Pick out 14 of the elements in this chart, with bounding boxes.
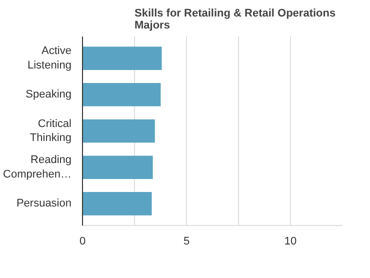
y-tick-label: Persuasion bbox=[16, 198, 72, 210]
y-tick-label: Speaking bbox=[26, 88, 72, 101]
chart-title: Skills for Retailing & Retail Operations Majors bbox=[134, 8, 336, 32]
x-tick-label: 0 bbox=[79, 236, 86, 248]
y-tick-label: Critical Thinking bbox=[30, 118, 72, 144]
bar bbox=[82, 192, 152, 216]
bar bbox=[82, 46, 162, 70]
y-tick-label: Reading Comprehen… bbox=[3, 154, 72, 181]
bar bbox=[82, 156, 153, 179]
bar bbox=[82, 119, 155, 143]
x-tick-label: 5 bbox=[183, 236, 190, 248]
y-tick-label: Active Listening bbox=[27, 45, 72, 72]
bar bbox=[82, 83, 161, 106]
x-tick-label: 10 bbox=[284, 236, 297, 248]
